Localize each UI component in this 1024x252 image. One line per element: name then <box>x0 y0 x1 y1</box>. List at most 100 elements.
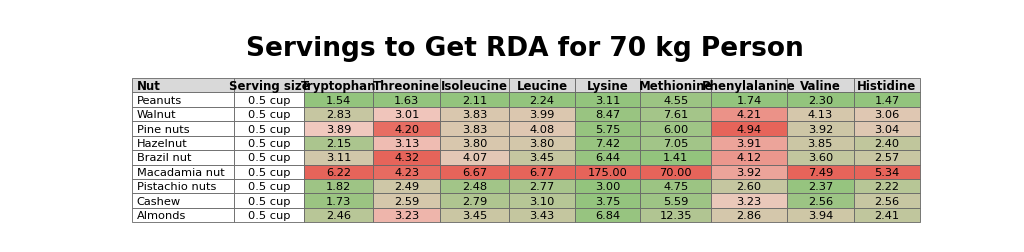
Text: 3.83: 3.83 <box>462 110 487 120</box>
Bar <box>786 136 854 150</box>
Text: Lysine: Lysine <box>587 79 629 92</box>
Bar <box>304 208 373 222</box>
Bar <box>132 150 234 165</box>
Text: 7.61: 7.61 <box>664 110 688 120</box>
Bar <box>373 194 440 208</box>
Bar <box>640 179 712 194</box>
Bar <box>640 150 712 165</box>
Bar <box>854 122 920 136</box>
Text: 3.80: 3.80 <box>462 138 487 148</box>
Text: 3.00: 3.00 <box>595 181 621 192</box>
Bar <box>786 107 854 122</box>
Bar <box>132 79 234 93</box>
Bar <box>640 194 712 208</box>
Bar <box>786 165 854 179</box>
Bar <box>510 93 574 107</box>
Bar <box>440 150 510 165</box>
Bar <box>132 194 234 208</box>
Text: Macadamia nut: Macadamia nut <box>137 167 224 177</box>
Text: 4.32: 4.32 <box>394 153 419 163</box>
Text: 2.56: 2.56 <box>874 196 899 206</box>
Bar <box>304 79 373 93</box>
Bar <box>574 179 640 194</box>
Bar <box>712 208 786 222</box>
Bar <box>373 150 440 165</box>
Text: 1.41: 1.41 <box>664 153 688 163</box>
Text: 4.75: 4.75 <box>664 181 688 192</box>
Bar <box>712 194 786 208</box>
Bar <box>132 165 234 179</box>
Bar <box>786 79 854 93</box>
Bar <box>640 79 712 93</box>
Text: 12.35: 12.35 <box>659 210 692 220</box>
Text: 0.5 cup: 0.5 cup <box>248 196 291 206</box>
Text: 2.49: 2.49 <box>394 181 419 192</box>
Bar <box>440 194 510 208</box>
Bar <box>854 165 920 179</box>
Text: Walnut: Walnut <box>137 110 176 120</box>
Bar <box>132 136 234 150</box>
Bar <box>373 93 440 107</box>
Bar <box>373 122 440 136</box>
Text: 1.73: 1.73 <box>326 196 351 206</box>
Text: 1.74: 1.74 <box>736 95 762 105</box>
Text: 7.49: 7.49 <box>808 167 833 177</box>
Bar <box>574 136 640 150</box>
Bar <box>304 194 373 208</box>
Bar <box>712 79 786 93</box>
Bar <box>510 194 574 208</box>
Text: 175.00: 175.00 <box>588 167 628 177</box>
Bar <box>854 208 920 222</box>
Bar <box>786 93 854 107</box>
Text: 1.54: 1.54 <box>326 95 351 105</box>
Text: Hazelnut: Hazelnut <box>137 138 187 148</box>
Bar <box>854 179 920 194</box>
Bar <box>440 122 510 136</box>
Text: 3.23: 3.23 <box>394 210 419 220</box>
Text: 0.5 cup: 0.5 cup <box>248 110 291 120</box>
Text: Phenylalanine: Phenylalanine <box>702 79 796 92</box>
Text: Leucine: Leucine <box>516 79 567 92</box>
Bar <box>640 122 712 136</box>
Text: Tryptophan: Tryptophan <box>301 79 376 92</box>
Text: 3.01: 3.01 <box>394 110 419 120</box>
Bar <box>510 107 574 122</box>
Text: 2.41: 2.41 <box>874 210 899 220</box>
Bar <box>373 79 440 93</box>
Text: 70.00: 70.00 <box>659 167 692 177</box>
Text: 2.60: 2.60 <box>736 181 762 192</box>
Bar <box>640 165 712 179</box>
Text: 2.48: 2.48 <box>462 181 487 192</box>
Text: 4.07: 4.07 <box>462 153 487 163</box>
Bar <box>440 107 510 122</box>
Text: 6.67: 6.67 <box>462 167 487 177</box>
Text: 8.47: 8.47 <box>595 110 621 120</box>
Text: Nut: Nut <box>137 79 161 92</box>
Bar <box>304 93 373 107</box>
Bar <box>574 107 640 122</box>
Bar <box>373 179 440 194</box>
Text: Brazil nut: Brazil nut <box>137 153 191 163</box>
Bar <box>373 165 440 179</box>
Bar <box>440 208 510 222</box>
Bar <box>786 150 854 165</box>
Text: 0.5 cup: 0.5 cup <box>248 138 291 148</box>
Text: Almonds: Almonds <box>137 210 186 220</box>
Bar <box>640 136 712 150</box>
Bar <box>304 107 373 122</box>
Text: 4.23: 4.23 <box>394 167 419 177</box>
Text: Methionine: Methionine <box>639 79 713 92</box>
Bar <box>132 107 234 122</box>
Text: 5.59: 5.59 <box>663 196 688 206</box>
Text: 2.11: 2.11 <box>462 95 487 105</box>
Text: 3.75: 3.75 <box>595 196 621 206</box>
Text: 5.34: 5.34 <box>874 167 899 177</box>
Text: 3.92: 3.92 <box>808 124 833 134</box>
Text: 3.99: 3.99 <box>529 110 555 120</box>
Bar <box>640 107 712 122</box>
Bar <box>510 208 574 222</box>
Text: 2.57: 2.57 <box>874 153 899 163</box>
Bar <box>574 194 640 208</box>
Bar <box>304 150 373 165</box>
Text: 7.05: 7.05 <box>663 138 688 148</box>
